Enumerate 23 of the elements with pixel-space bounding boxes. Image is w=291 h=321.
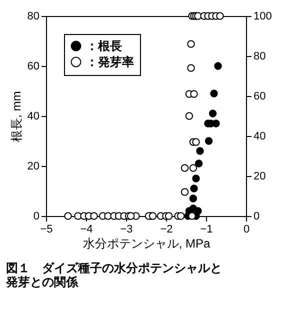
text: 図１ ダイズ種子の水分ポテンシャルと <box>6 261 222 275</box>
y2-tick-label: 20 <box>254 170 266 182</box>
y2-tick-label: 80 <box>254 50 266 62</box>
y-tick-label: 40 <box>27 110 40 122</box>
x-tick-label: −5 <box>40 224 53 236</box>
y-tick-label: 0 <box>33 210 40 222</box>
x-axis-title: 水分ポテンシャル, MPa <box>82 236 210 250</box>
x-tick-label: 0 <box>243 224 250 236</box>
x-tick-label: −3 <box>120 224 133 236</box>
y-tick-label: 20 <box>27 160 40 172</box>
legend-label: ：根長 <box>86 39 122 53</box>
y2-tick-label: 40 <box>254 130 266 142</box>
text: 発芽との関係 <box>6 275 78 289</box>
y2-tick-label: 60 <box>254 90 266 102</box>
y-tick-label: 80 <box>27 10 40 22</box>
y-tick-label: 60 <box>27 60 40 72</box>
legend-label: ：発芽率 <box>86 55 134 69</box>
x-tick-label: −2 <box>160 224 173 236</box>
x-tick-label: −4 <box>80 224 93 236</box>
y2-tick-label: 100 <box>254 10 272 22</box>
y-axis-title: 根長, mm <box>9 91 24 142</box>
x-tick-label: −1 <box>200 224 213 236</box>
y2-tick-label: 0 <box>254 210 260 222</box>
